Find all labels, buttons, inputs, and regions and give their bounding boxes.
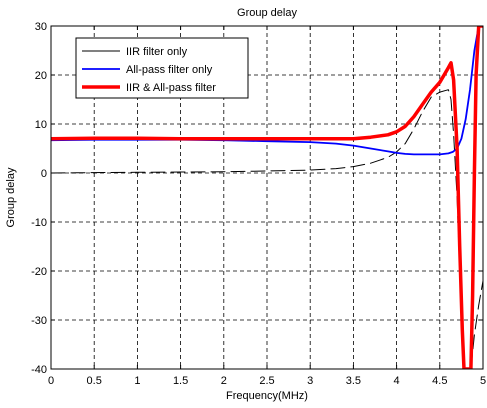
y-tick-label: 30 bbox=[35, 21, 47, 33]
y-tick-label: -30 bbox=[31, 315, 47, 327]
y-tick-label: 0 bbox=[41, 168, 47, 180]
x-tick-label: 4.5 bbox=[432, 375, 447, 387]
y-tick-label: 20 bbox=[35, 70, 47, 82]
x-tick-label: 3.5 bbox=[346, 375, 361, 387]
legend: IIR filter only All-pass filter only IIR… bbox=[75, 37, 249, 99]
x-tick-label: 2 bbox=[221, 375, 227, 387]
series-lines bbox=[51, 26, 483, 369]
legend-label-combined: IIR & All-pass filter bbox=[126, 82, 216, 94]
y-tick-label: -10 bbox=[31, 217, 47, 229]
x-tick-label: 2.5 bbox=[259, 375, 274, 387]
y-tick-label: 10 bbox=[35, 119, 47, 131]
axis-ticks: 0 0.5 1 1.5 2 2.5 3 3.5 4 4.5 5 -40 -30 -20 -10 0 10 20 30 bbox=[31, 21, 486, 387]
y-axis-title: Group delay bbox=[5, 167, 17, 227]
legend-item-allpass: All-pass filter only bbox=[82, 64, 213, 76]
x-tick-label: 0.5 bbox=[87, 375, 102, 387]
x-tick-label: 3 bbox=[307, 375, 313, 387]
y-tick-label: -20 bbox=[31, 266, 47, 278]
legend-item-iir: IIR filter only bbox=[82, 46, 188, 58]
legend-label-iir: IIR filter only bbox=[126, 46, 188, 58]
series-line-combined bbox=[51, 26, 483, 369]
legend-item-combined: IIR & All-pass filter bbox=[82, 82, 216, 94]
x-tick-label: 4 bbox=[394, 375, 400, 387]
legend-label-allpass: All-pass filter only bbox=[126, 64, 213, 76]
x-tick-label: 5 bbox=[480, 375, 486, 387]
x-tick-label: 0 bbox=[48, 375, 54, 387]
y-tick-label: -40 bbox=[31, 364, 47, 376]
series-line-iir bbox=[51, 89, 483, 369]
chart-title: Group delay bbox=[237, 7, 297, 19]
x-tick-label: 1.5 bbox=[173, 375, 188, 387]
x-axis-title: Frequency(MHz) bbox=[226, 390, 308, 402]
x-tick-label: 1 bbox=[134, 375, 140, 387]
